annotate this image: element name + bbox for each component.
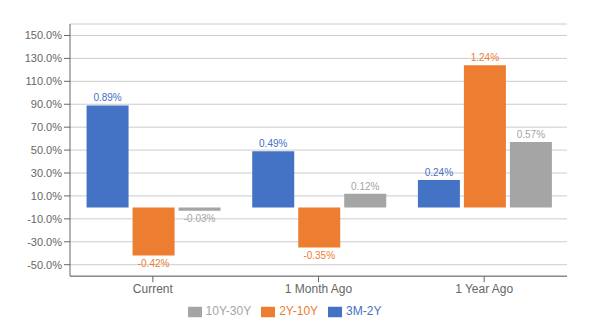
svg-text:90.0%: 90.0% (31, 98, 62, 110)
svg-text:50.0%: 50.0% (31, 144, 62, 156)
html-text:2Y-10Y: 2Y-10Y (279, 304, 319, 319)
svg-text:110.0%: 110.0% (26, 75, 63, 87)
svg-text:-10.0%: -10.0% (27, 213, 62, 225)
svg-text:0.24%: 0.24% (425, 167, 453, 178)
svg-text:1.24%: 1.24% (471, 52, 499, 63)
svg-text:0.57%: 0.57% (517, 129, 545, 140)
svg-text:1 Month Ago: 1 Month Ago (285, 282, 353, 296)
svg-text:30.0%: 30.0% (31, 167, 62, 179)
svg-text:Current: Current (133, 282, 174, 296)
svg-text:150.0%: 150.0% (25, 29, 63, 41)
svg-text:-30.0%: -30.0% (27, 236, 62, 248)
svg-text:130.0%: 130.0% (25, 52, 63, 64)
svg-text:70.0%: 70.0% (31, 121, 62, 133)
svg-text:-0.03%: -0.03% (184, 213, 216, 224)
svg-text:-0.35%: -0.35% (303, 250, 335, 261)
svg-text:10.0%: 10.0% (31, 190, 62, 202)
svg-text:1 Year Ago: 1 Year Ago (455, 282, 513, 296)
svg-text:0.49%: 0.49% (259, 138, 287, 149)
svg-text:0.89%: 0.89% (93, 92, 121, 103)
html-text:3M-2Y: 3M-2Y (346, 304, 382, 319)
html-text:10Y-30Y: 10Y-30Y (205, 304, 252, 319)
svg-text:0.12%: 0.12% (351, 181, 379, 192)
svg-text:-0.42%: -0.42% (138, 258, 170, 269)
svg-text:-50.0%: -50.0% (27, 259, 62, 271)
